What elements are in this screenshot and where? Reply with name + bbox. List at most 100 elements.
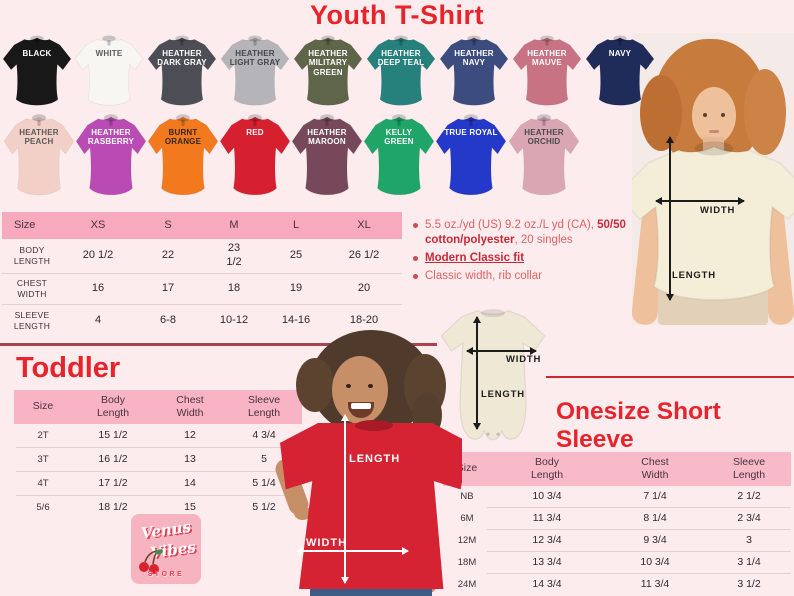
shirt-color-label: RED bbox=[246, 127, 264, 137]
row-separator bbox=[16, 495, 302, 496]
toddler-hair-curl bbox=[296, 358, 334, 412]
model-mouth bbox=[709, 130, 719, 133]
table-cell: 17 bbox=[161, 282, 175, 295]
shirt-swatch: HEATHER ORCHID bbox=[506, 108, 582, 198]
row-separator bbox=[487, 529, 791, 530]
row-label: SLEEVE LENGTH bbox=[13, 310, 51, 331]
table-cell: 17 1/2 bbox=[98, 476, 128, 489]
table-cell: 12 bbox=[184, 428, 196, 441]
row-label: 2T bbox=[37, 429, 49, 441]
tshirt-icon bbox=[291, 114, 363, 196]
toddler-teeth bbox=[351, 403, 371, 409]
column-header: Body Length bbox=[96, 393, 130, 419]
row-label: BODY LENGTH bbox=[13, 245, 51, 266]
table-cell: 20 1/2 bbox=[82, 249, 114, 262]
shirt-swatch: HEATHER MAROON bbox=[289, 108, 365, 198]
table-cell: 10-12 bbox=[219, 314, 249, 327]
model-eye bbox=[721, 113, 725, 117]
tshirt-icon bbox=[147, 35, 217, 106]
feature-text: Classic width, rib collar bbox=[425, 269, 542, 284]
table-cell: 19 bbox=[289, 282, 303, 295]
width-label: WIDTH bbox=[306, 537, 348, 549]
table-cell: 6-8 bbox=[160, 314, 176, 327]
table-row: 18M 13 3/4 10 3/4 3 1/4 bbox=[443, 552, 791, 573]
model-face bbox=[692, 87, 736, 144]
table-cell: 8 1/4 bbox=[643, 511, 667, 524]
column-header: Body Length bbox=[530, 455, 564, 481]
shirt-swatch: HEATHER PEACH bbox=[1, 108, 77, 198]
table-cell: 10 3/4 bbox=[640, 555, 670, 568]
shirt-swatch: HEATHER DEEP TEAL bbox=[364, 30, 438, 108]
tshirt-icon bbox=[508, 114, 580, 196]
tshirt-icon bbox=[439, 35, 509, 106]
tshirt-icon bbox=[363, 114, 435, 196]
shirt-swatch: NAVY bbox=[583, 30, 657, 108]
table-cell: 2 1/2 bbox=[737, 489, 761, 502]
shirt-swatch: BLACK bbox=[0, 30, 74, 108]
shirt-color-label: TRUE ROYAL bbox=[444, 127, 498, 137]
feature-text-part: , 20 singles bbox=[514, 233, 573, 246]
table-cell: 14 3/4 bbox=[532, 577, 562, 590]
table-cell: 22 bbox=[161, 249, 175, 262]
row-separator bbox=[16, 447, 302, 448]
table-cell: 26 1/2 bbox=[348, 249, 380, 262]
shirt-swatch: RED bbox=[217, 108, 293, 198]
brand-logo: Venus Vibes STORE bbox=[131, 514, 201, 584]
table-cell: 4 3/4 bbox=[252, 428, 276, 441]
width-arrow bbox=[655, 197, 745, 205]
feature-text-part: 50/50 cotton/polyester bbox=[425, 219, 626, 246]
model-hair-curl bbox=[640, 75, 682, 151]
onesize-size-table: Size Body Length Chest Width Sleeve Length N… bbox=[443, 452, 791, 595]
tshirt-icon bbox=[147, 114, 219, 196]
row-label: NB bbox=[460, 490, 474, 502]
bullet-icon bbox=[413, 273, 418, 279]
table-cell: 9 3/4 bbox=[643, 533, 667, 546]
tshirt-icon bbox=[435, 114, 507, 196]
table-cell: 16 bbox=[91, 282, 105, 295]
table-cell: 20 bbox=[357, 282, 371, 295]
shirt-color-label: NAVY bbox=[608, 48, 632, 58]
table-row: 2T 15 1/2 12 4 3/4 bbox=[14, 424, 302, 447]
logo-store-label: STORE bbox=[147, 571, 185, 578]
toddler-hand bbox=[294, 506, 311, 520]
onesize-divider bbox=[546, 376, 794, 378]
table-row: BODY LENGTH 20 1/2 22 23 1/2 25 26 1/2 bbox=[2, 239, 402, 273]
column-header: Size bbox=[32, 400, 54, 413]
table-cell: 18-20 bbox=[349, 314, 379, 327]
row-label: 5/6 bbox=[36, 501, 50, 513]
bullet-icon bbox=[413, 255, 418, 261]
feature-text: Modern Classic fit bbox=[425, 251, 524, 266]
tshirt-icon bbox=[2, 35, 72, 106]
table-cell: 3 1/4 bbox=[737, 555, 761, 568]
table-cell: 14-16 bbox=[281, 314, 311, 327]
shirt-swatch: HEATHER RASBERRY bbox=[73, 108, 149, 198]
table-cell: 5 1/2 bbox=[252, 500, 276, 513]
table-cell: 10 3/4 bbox=[532, 489, 562, 502]
length-arrow bbox=[473, 316, 481, 430]
bullet-icon bbox=[413, 223, 418, 228]
shirt-color-label: HEATHER MAUVE bbox=[527, 48, 567, 68]
tshirt-icon bbox=[3, 114, 75, 196]
feature-item: Classic width, rib collar bbox=[413, 269, 651, 284]
tshirt-icon bbox=[293, 35, 363, 106]
column-header: Chest Width bbox=[176, 393, 204, 419]
row-label: 18M bbox=[457, 556, 477, 568]
column-header: L bbox=[292, 218, 300, 231]
shirt-color-label: HEATHER RASBERRY bbox=[87, 127, 135, 147]
shirt-color-label: BLACK bbox=[22, 48, 52, 58]
table-row: 3T 16 1/2 13 5 bbox=[14, 448, 302, 471]
table-cell: 5 1/4 bbox=[252, 476, 276, 489]
toddler-eye bbox=[346, 384, 351, 388]
length-label: LENGTH bbox=[481, 389, 525, 400]
table-cell: 14 bbox=[184, 476, 196, 489]
model-hair-curl bbox=[744, 69, 786, 155]
shirt-swatch: HEATHER LIGHT GRAY bbox=[218, 30, 292, 108]
column-header: Size bbox=[14, 218, 36, 231]
shirt-color-label: HEATHER DEEP TEAL bbox=[377, 48, 425, 68]
tshirt-icon bbox=[366, 35, 436, 106]
shirt-color-label: HEATHER MAROON bbox=[307, 127, 347, 147]
shirt-swatch: WHITE bbox=[72, 30, 146, 108]
row-label: 24M bbox=[457, 578, 477, 590]
table-row: SLEEVE LENGTH 4 6-8 10-12 14-16 18-20 bbox=[2, 305, 402, 337]
